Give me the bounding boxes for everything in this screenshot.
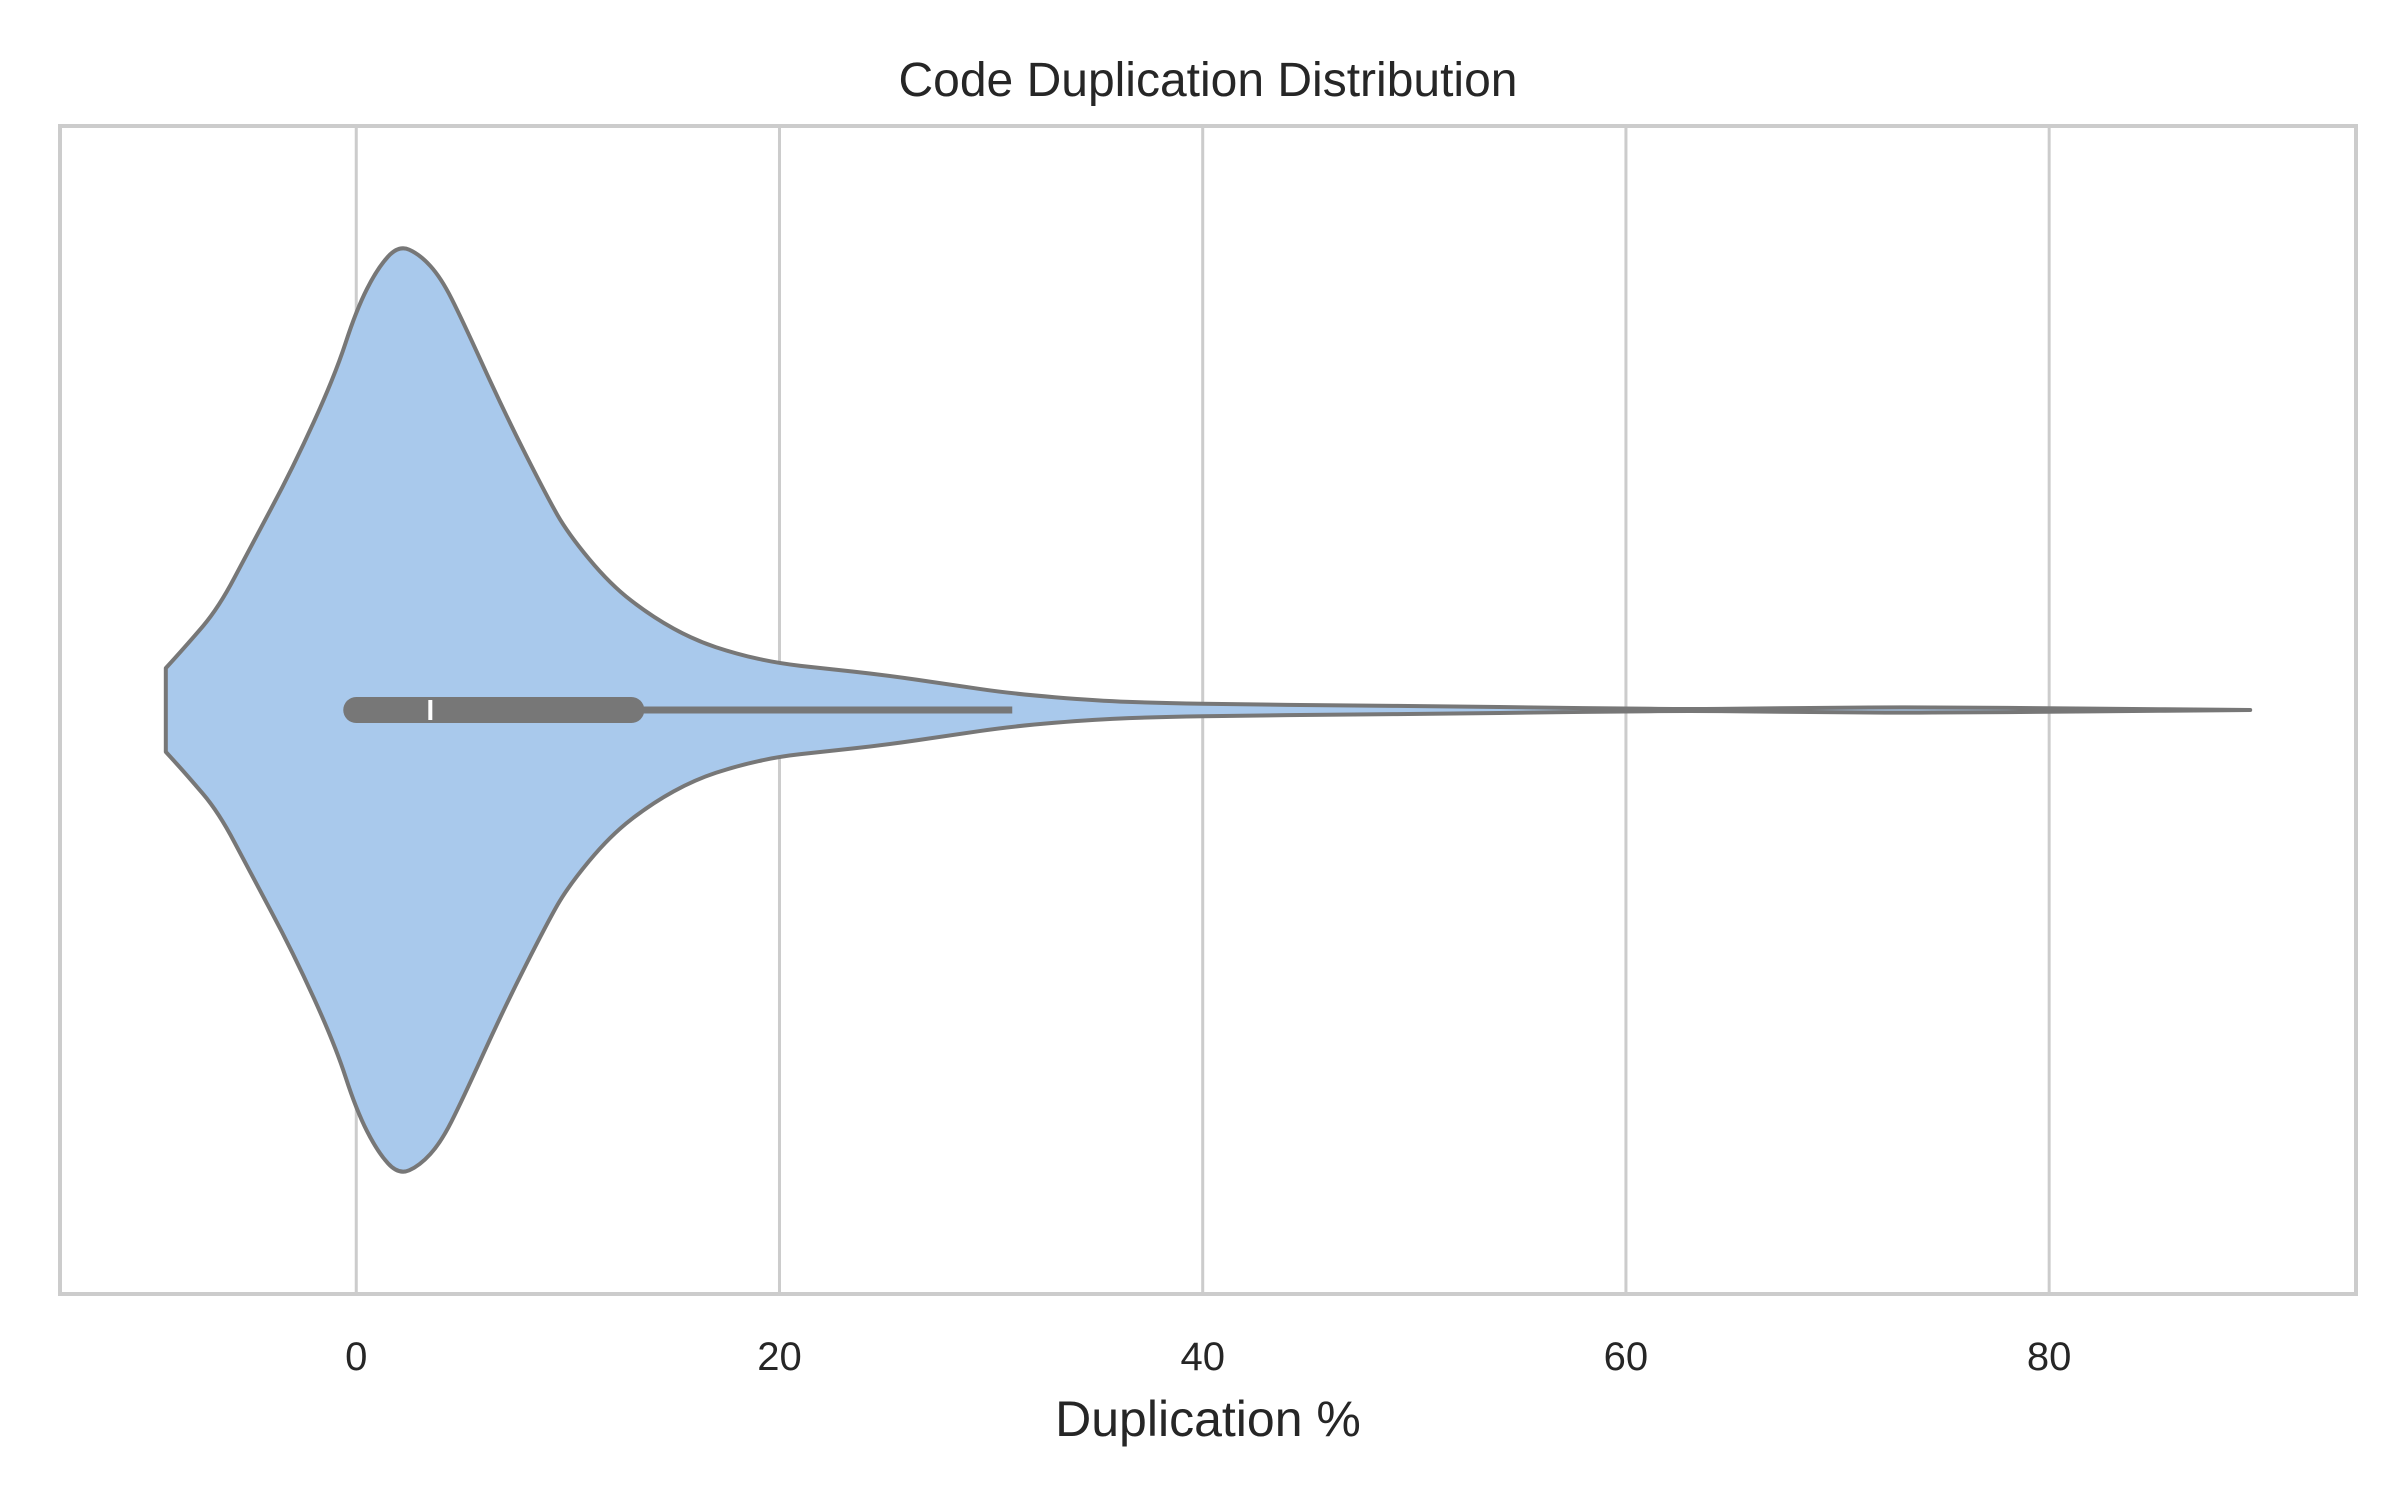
x-tick-labels: 0 20 40 60 80 <box>345 1335 2071 1379</box>
violin-layer <box>163 246 2253 1174</box>
x-tick-label: 40 <box>1180 1335 1225 1379</box>
plot-area-frame <box>58 124 2358 1296</box>
x-axis-label: Duplication % <box>1055 1391 1361 1447</box>
x-tick-label: 80 <box>2027 1335 2072 1379</box>
x-tick-label: 60 <box>1604 1335 1649 1379</box>
violin-body <box>163 246 2253 1174</box>
x-tick-label: 0 <box>345 1335 367 1379</box>
box-layer <box>343 697 1013 723</box>
chart-title: Code Duplication Distribution <box>899 54 1518 107</box>
x-tick-label: 20 <box>757 1335 802 1379</box>
